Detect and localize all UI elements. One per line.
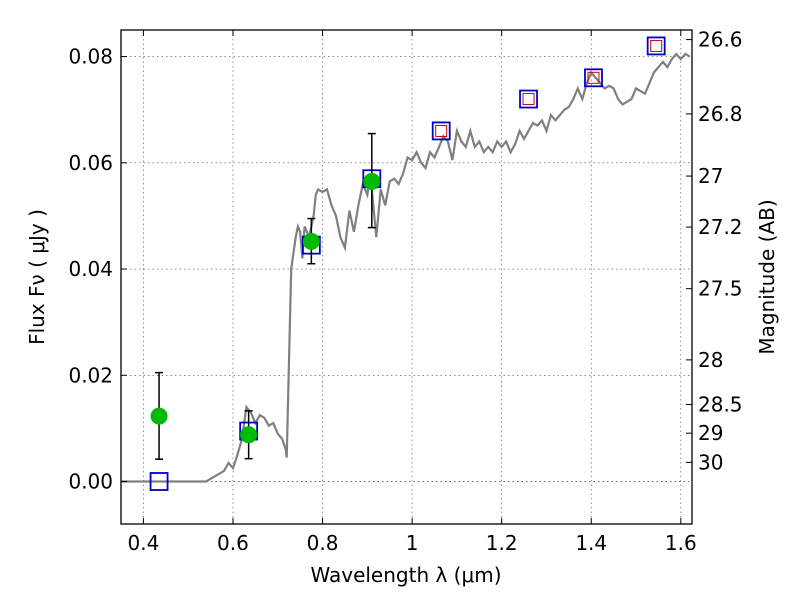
x-tick-label: 0.6 [217,531,249,555]
model-photometry-box-inner [522,93,535,106]
model-spectrum-line [121,52,691,483]
model-photometry-box [584,68,603,88]
model-photometry-box [646,36,666,56]
model-photometry-box [149,472,169,491]
y-axis-title: Flux Fν ( μJy ) [25,209,49,345]
right-tick-label: 28.5 [698,392,743,416]
model-photometry-box-inner [587,71,600,84]
axis-ticks: 0.4 0.6 0.8 1 1.2 1.4 1.6 0.00 0.02 0.04 0.06 0.08 2… [68,28,742,555]
observed-point [302,232,320,250]
plot-frame [120,29,693,525]
right-tick-label: 29 [698,421,723,445]
y-tick-label: 0.02 [68,363,113,387]
model-photometry-box-inner [650,39,663,52]
observed-point [240,426,258,444]
x-axis-title: Wavelength λ (μm) [310,563,501,587]
y-tick-label: 0.08 [68,45,113,69]
x-tick-label: 1 [406,531,419,555]
x-tick-label: 1.6 [665,531,697,555]
right-tick-label: 27.2 [698,215,743,239]
y-tick-label: 0.04 [68,257,113,281]
right-tick-label: 27.5 [698,277,743,301]
right-tick-label: 26.8 [698,102,743,126]
right-tick-label: 27 [698,164,723,188]
model-spectrum [121,52,691,483]
model-photometry-box [519,89,538,109]
right-tick-label: 30 [698,450,723,474]
right-axis-title: Magnitude (AB) [755,199,779,354]
right-tick-label: 26.6 [698,28,743,52]
model-photometry-box-inner [435,124,448,137]
model-photometry-box [431,121,451,141]
x-tick-label: 0.8 [307,531,339,555]
right-tick-label: 28 [698,348,723,372]
y-tick-label: 0.06 [68,151,113,175]
observed-point [150,407,168,425]
y-tick-label: 0.00 [68,470,113,494]
x-tick-label: 0.4 [127,531,159,555]
x-tick-label: 1.2 [486,531,518,555]
observed-photometry [150,132,381,460]
plot-background [121,30,692,524]
observed-point [363,172,381,190]
x-tick-label: 1.4 [575,531,607,555]
